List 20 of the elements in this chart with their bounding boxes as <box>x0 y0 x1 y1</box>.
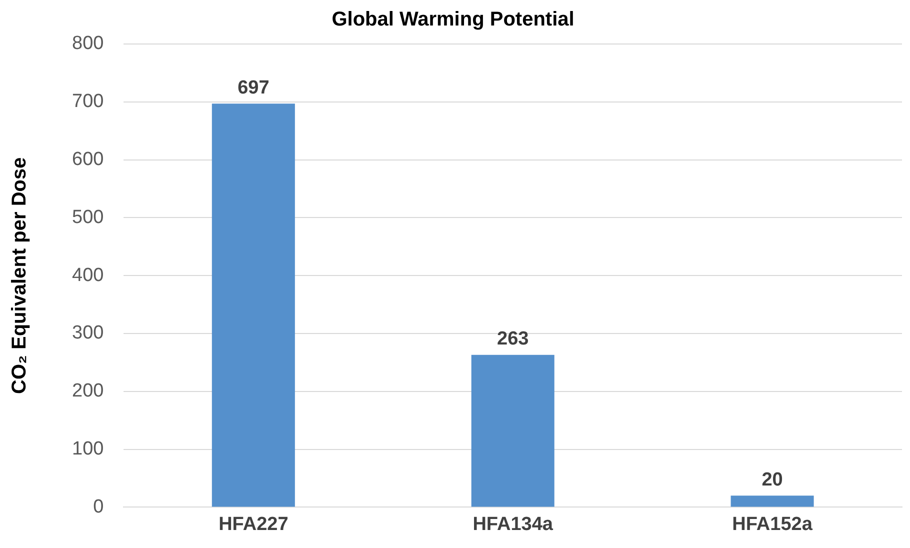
y-tick-label: 400 <box>72 264 104 286</box>
y-tick-label: 500 <box>72 206 104 228</box>
data-label: 697 <box>238 77 270 98</box>
y-tick-label: 100 <box>72 438 104 460</box>
x-tick-label: HFA152a <box>732 514 813 535</box>
bar <box>471 354 554 507</box>
y-tick-label: 700 <box>72 91 104 112</box>
y-tick-label: 0 <box>93 496 104 518</box>
x-tick-label: HFA227 <box>218 514 288 535</box>
chart-title: Global Warming Potential <box>332 8 574 31</box>
y-tick-label: 800 <box>72 33 104 54</box>
y-axis-title: CO₂ Equivalent per Dose <box>8 157 31 394</box>
y-tick-label: 200 <box>72 380 104 402</box>
x-tick-label: HFA134a <box>472 514 554 535</box>
data-label: 263 <box>497 328 529 350</box>
data-label: 20 <box>762 469 783 490</box>
bar <box>730 496 814 507</box>
y-tick-label: 300 <box>72 322 104 344</box>
y-tick-label: 600 <box>72 149 104 170</box>
bar <box>212 104 295 507</box>
